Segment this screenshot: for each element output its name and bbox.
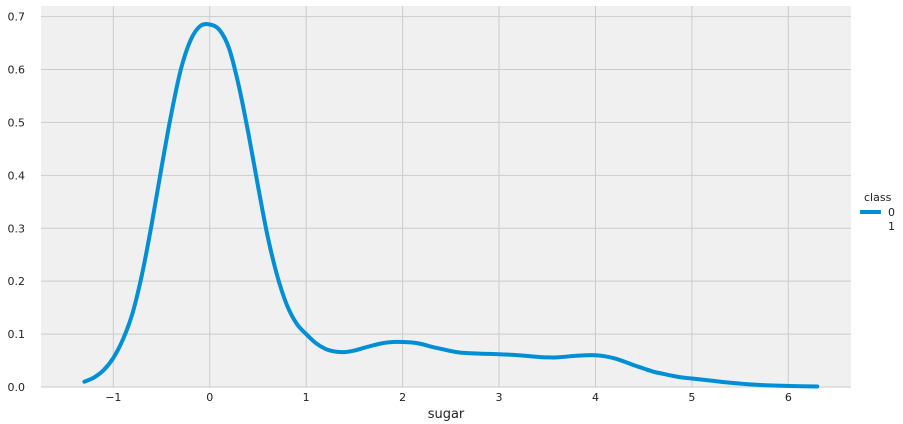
x-axis-label: sugar bbox=[428, 407, 465, 422]
y-tick-labels: 0.0 0.1 0.2 0.3 0.4 0.5 0.6 0.7 bbox=[8, 11, 26, 394]
x-tick-labels: −1 0 1 2 3 4 5 6 bbox=[105, 391, 792, 404]
legend-entry-0: 0 bbox=[888, 206, 895, 219]
y-tick-label: 0.7 bbox=[8, 11, 26, 24]
x-tick-label: −1 bbox=[105, 391, 121, 404]
y-tick-label: 0.3 bbox=[8, 222, 26, 235]
legend: class 01 bbox=[860, 191, 895, 233]
y-tick-label: 0.1 bbox=[8, 328, 26, 341]
series-line-0 bbox=[82, 22, 820, 389]
y-tick-label: 0.0 bbox=[8, 381, 26, 394]
legend-title: class bbox=[864, 191, 892, 204]
y-tick-label: 0.2 bbox=[8, 275, 26, 288]
x-tick-label: 4 bbox=[592, 391, 599, 404]
grid-lines bbox=[41, 6, 851, 388]
legend-entry-1: 1 bbox=[888, 220, 895, 233]
y-tick-label: 0.4 bbox=[8, 169, 26, 182]
series-lines bbox=[82, 22, 820, 389]
x-tick-label: 1 bbox=[303, 391, 310, 404]
x-tick-label: 5 bbox=[688, 391, 695, 404]
plot-background bbox=[41, 6, 851, 387]
y-tick-label: 0.6 bbox=[8, 64, 26, 77]
x-tick-label: 0 bbox=[206, 391, 213, 404]
x-tick-label: 2 bbox=[399, 391, 406, 404]
x-tick-label: 3 bbox=[496, 391, 503, 404]
y-tick-label: 0.5 bbox=[8, 116, 26, 129]
x-tick-label: 6 bbox=[785, 391, 792, 404]
